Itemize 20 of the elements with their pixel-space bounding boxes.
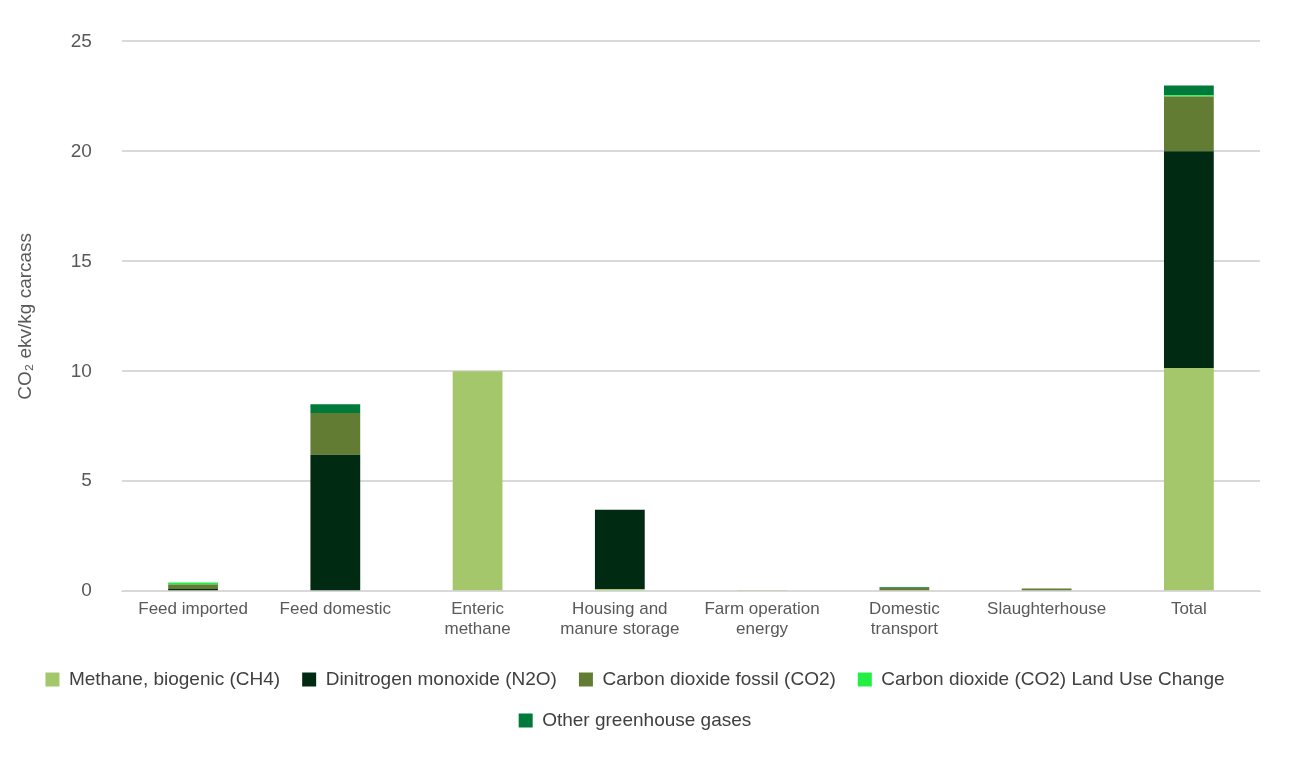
- y-tick-label: 5: [81, 469, 92, 491]
- x-tick-label: Farm operation energy: [704, 599, 820, 639]
- legend-label: Dinitrogen monoxide (N2O): [325, 667, 557, 689]
- x-tick-label: Domestic transport: [868, 599, 941, 639]
- x-tick-label: Slaughterhouse: [987, 599, 1107, 619]
- y-tick-label: 20: [70, 139, 92, 161]
- y-tick-label: 25: [70, 29, 92, 51]
- y-tick-label: 15: [70, 249, 92, 271]
- y-tick-label: 10: [70, 359, 92, 381]
- x-tick-label: Housing and manure storage: [560, 599, 680, 639]
- x-tick-label: Total: [1170, 599, 1207, 619]
- legend-label: Carbon dioxide (CO2) Land Use Change: [881, 667, 1225, 689]
- x-tick-label: Enteric methane: [444, 599, 511, 639]
- y-tick-label: 0: [81, 579, 92, 601]
- y-axis-title: CO₂ ekv/kg carcass: [13, 232, 35, 400]
- x-tick-label: Feed imported: [138, 599, 248, 619]
- legend-label: Methane, biogenic (CH4): [68, 667, 281, 689]
- legend-label: Carbon dioxide fossil (CO2): [602, 667, 836, 689]
- x-tick-label: Feed domestic: [279, 599, 392, 619]
- legend-label: Other greenhouse gases: [542, 708, 752, 730]
